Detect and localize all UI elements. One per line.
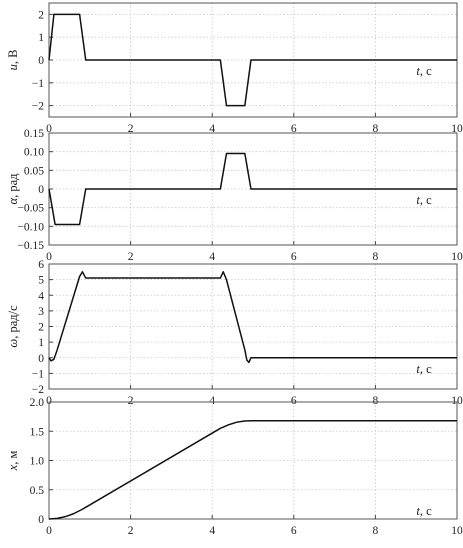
y-tick-label: 6 [38, 259, 44, 271]
x-tick-label: 0 [46, 251, 52, 263]
x-tick-label: 10 [451, 251, 463, 263]
x-tick-label: 6 [291, 395, 297, 407]
x-tick-label: 8 [373, 395, 379, 407]
x-axis-title: t, с [416, 193, 432, 207]
x-tick-label: 4 [209, 395, 215, 407]
y-tick-label: 2.0 [30, 397, 45, 409]
y-axis-title: ω, рад/с [6, 305, 20, 348]
x-tick-label: 6 [291, 251, 297, 263]
x-axis-title: t, с [416, 504, 432, 518]
y-tick-label: −1 [32, 368, 44, 380]
y-tick-label: 1.5 [30, 426, 45, 438]
y-tick-label: 1 [38, 337, 44, 349]
y-tick-label: −0.15 [17, 240, 44, 252]
y-tick-label: 0 [38, 55, 44, 67]
y-tick-label: 0.05 [24, 165, 44, 177]
x-tick-label: 6 [291, 525, 297, 537]
x-tick-label: 8 [373, 123, 379, 135]
y-tick-label: 1.0 [30, 456, 45, 468]
x-tick-label: 2 [128, 525, 134, 537]
x-tick-label: 0 [46, 525, 52, 537]
x-tick-label: 4 [209, 251, 215, 263]
y-tick-label: −2 [32, 101, 44, 113]
x-tick-label: 2 [128, 251, 134, 263]
y-tick-label: −1 [32, 78, 44, 90]
x-tick-label: 2 [128, 395, 134, 407]
x-tick-label: 10 [451, 525, 463, 537]
y-tick-label: −0.05 [17, 203, 44, 215]
y-tick-label: 3 [38, 306, 44, 318]
x-tick-label: 0 [46, 123, 52, 135]
x-tick-label: 2 [128, 123, 134, 135]
y-tick-label: 0.15 [24, 128, 44, 140]
series-line [48, 152, 457, 226]
y-tick-label: 2 [38, 9, 44, 21]
x-tick-label: 0 [46, 395, 52, 407]
y-tick-label: 5 [38, 275, 44, 287]
series-line [48, 271, 457, 364]
x-tick-label: 4 [209, 123, 215, 135]
y-axis-title: α, рад [6, 173, 20, 205]
x-tick-label: 6 [291, 123, 297, 135]
y-axis-title: u, В [6, 50, 20, 71]
subplot-2: 0 2 4 6 8 10 0.15 0.10 0.05 0 −0.05 −0.10 −0.15 α, ра… [6, 128, 463, 263]
y-tick-label: 4 [38, 290, 44, 302]
y-tick-label: −0.10 [17, 221, 44, 233]
plot-frame [48, 263, 458, 390]
x-tick-label: 4 [209, 525, 215, 537]
y-tick-label: 0.10 [24, 147, 44, 159]
y-tick-label: 0 [38, 353, 44, 365]
y-tick-label: −2 [32, 384, 44, 396]
y-axis-title: x, м [6, 451, 20, 472]
y-tick-label: 0 [38, 514, 44, 526]
x-axis-title: t, с [416, 64, 432, 78]
y-tick-label: 0.5 [30, 485, 45, 497]
x-tick-label: 8 [373, 525, 379, 537]
x-tick-label: 10 [451, 395, 463, 407]
x-axis-title: t, с [416, 362, 432, 376]
series-line [48, 13, 457, 107]
series-line [48, 419, 457, 520]
x-tick-label: 10 [451, 123, 463, 135]
plot-frame [48, 401, 458, 520]
x-tick-label: 8 [373, 251, 379, 263]
y-tick-label: 1 [38, 32, 44, 44]
y-tick-label: 2 [38, 322, 44, 334]
y-tick-label: 0 [38, 184, 44, 196]
subplot-4: 0 2 4 6 8 10 2.0 1.5 1.0 0.5 0 x, м t, с [6, 397, 463, 537]
